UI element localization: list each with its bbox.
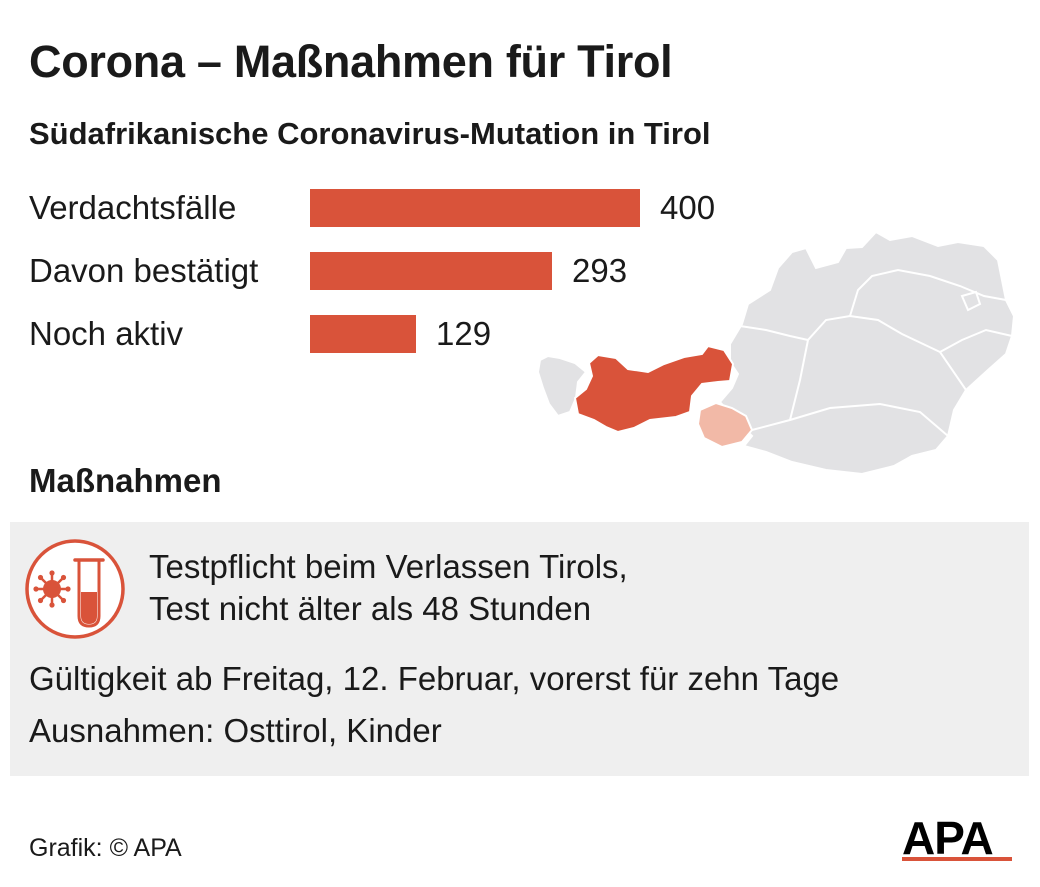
bar-value-1: 293 bbox=[572, 252, 628, 289]
source-credit: Grafik: © APA bbox=[29, 834, 182, 862]
bar-2 bbox=[310, 315, 416, 353]
map-osttirol bbox=[696, 401, 754, 449]
map-state-borders bbox=[739, 268, 1013, 437]
exceptions-text: Ausnahmen: Osttirol, Kinder bbox=[29, 712, 442, 749]
austria-map bbox=[536, 230, 1016, 476]
bar-label-0: Verdachtsfälle bbox=[29, 189, 237, 226]
measures-box bbox=[10, 522, 1029, 776]
apa-logo-text: APA bbox=[902, 815, 993, 864]
bar-1 bbox=[310, 252, 552, 290]
bar-value-0: 400 bbox=[660, 189, 716, 226]
validity-text: Gültigkeit ab Freitag, 12. Februar, vore… bbox=[29, 660, 840, 697]
measures-heading: Maßnahmen bbox=[29, 462, 222, 499]
test-requirement-line-2: Test nicht älter als 48 Stunden bbox=[149, 590, 592, 627]
apa-logo: APA bbox=[902, 815, 1012, 864]
bar-value-2: 129 bbox=[436, 315, 492, 352]
map-nordtirol bbox=[573, 344, 735, 434]
page-title: Corona – Maßnahmen für Tirol bbox=[29, 36, 673, 87]
chart-title: Südafrikanische Coronavirus-Mutation in … bbox=[29, 116, 711, 151]
apa-logo-underline bbox=[902, 857, 1012, 861]
test-requirement-line-1: Testpflicht beim Verlassen Tirols, bbox=[149, 548, 628, 585]
bar-label-2: Noch aktiv bbox=[29, 315, 184, 352]
bar-label-1: Davon bestätigt bbox=[29, 252, 259, 289]
bar-0 bbox=[310, 189, 640, 227]
map-austria-rest bbox=[718, 230, 1016, 476]
test-tube-virus-icon bbox=[25, 539, 125, 639]
